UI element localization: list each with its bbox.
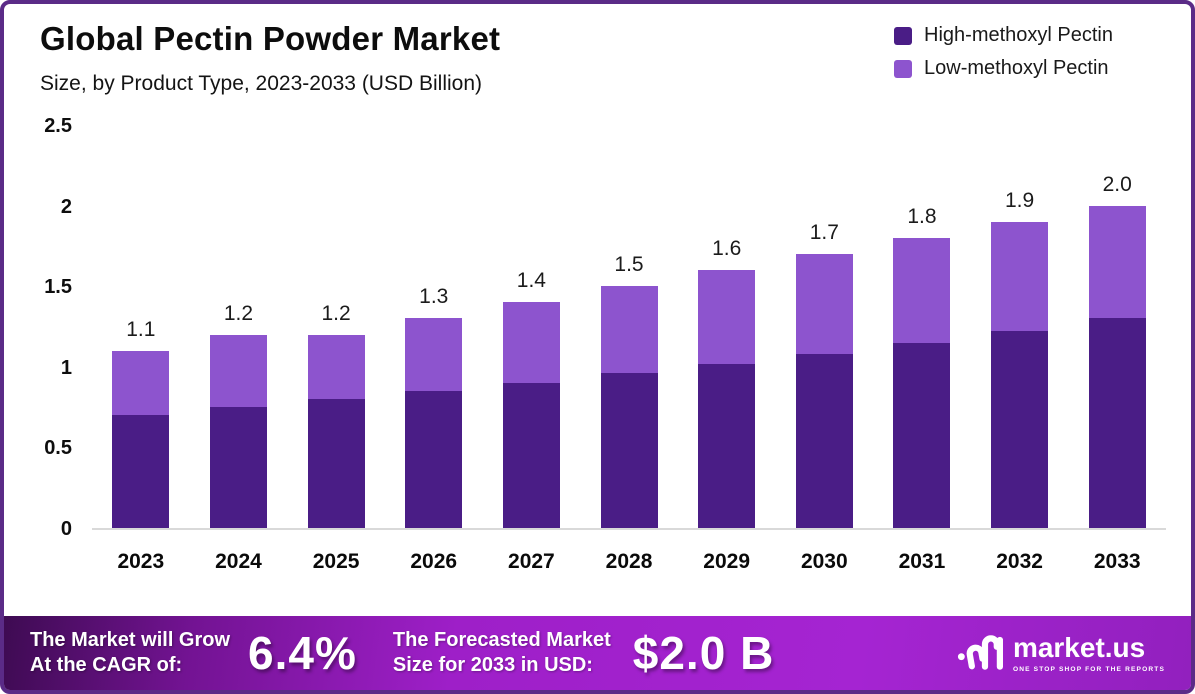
- market-us-logo: market.us ONE STOP SHOP FOR THE REPORTS: [957, 632, 1165, 674]
- forecast-value: $2.0 B: [632, 627, 775, 679]
- brand-text: market.us ONE STOP SHOP FOR THE REPORTS: [1012, 631, 1165, 673]
- bar-segment-low-methoxyl: [307, 334, 365, 400]
- x-tick-label: 2026: [410, 550, 458, 573]
- market-us-logo-icon: [957, 635, 1003, 670]
- bar-segment-high-methoxyl: [307, 399, 365, 528]
- bar-segment-low-methoxyl: [893, 237, 951, 343]
- bar-total-label: 1.2: [223, 301, 254, 325]
- bar-2029: 1.6: [678, 127, 776, 528]
- bar-segment-low-methoxyl: [795, 253, 853, 354]
- x-tick-label: 2032: [996, 550, 1043, 573]
- bar-segment-high-methoxyl: [112, 415, 170, 528]
- bar-segment-low-methoxyl: [1088, 205, 1146, 319]
- bar-total-label: 1.1: [126, 317, 156, 341]
- header: Global Pectin Powder Market Size, by Pro…: [40, 20, 1155, 96]
- x-tick-label: 2028: [605, 550, 653, 573]
- bar-segment-high-methoxyl: [698, 363, 756, 528]
- bar-segment-low-methoxyl: [405, 318, 463, 391]
- bar-segment-high-methoxyl: [209, 407, 267, 528]
- legend-item-high-methoxyl: High-methoxyl Pectin: [894, 24, 1113, 47]
- x-tick-label: 2023: [117, 550, 165, 573]
- y-tick-label: 0.5: [44, 437, 72, 460]
- bar-2032: 1.9: [971, 127, 1069, 528]
- page-subtitle: Size, by Product Type, 2023-2033 (USD Bi…: [40, 72, 483, 95]
- cagr-label: The Market will Grow At the CAGR of:: [30, 629, 231, 676]
- x-tick-label: 2025: [312, 550, 360, 573]
- bar-total-label: 2.0: [1102, 172, 1132, 196]
- bar-segment-low-methoxyl: [112, 350, 170, 416]
- bar-total-label: 1.6: [712, 237, 742, 261]
- bar-total-label: 1.7: [809, 220, 839, 244]
- legend-swatch-low-methoxyl: [894, 59, 913, 78]
- legend-swatch-high-methoxyl: [894, 26, 913, 45]
- bar-2026: 1.3: [385, 127, 483, 528]
- bar-2024: 1.2: [190, 127, 288, 528]
- x-tick-label: 2033: [1093, 550, 1141, 573]
- bar-2033: 2.0: [1068, 127, 1166, 528]
- page-title: Global Pectin Powder Market: [40, 20, 501, 57]
- forecast-label: The Forecasted Market Size for 2033 in U…: [392, 629, 611, 676]
- title-block: Global Pectin Powder Market Size, by Pro…: [40, 20, 500, 96]
- brand-tagline: ONE STOP SHOP FOR THE REPORTS: [1012, 665, 1165, 673]
- footer-banner: The Market will Grow At the CAGR of: 6.4…: [4, 616, 1191, 690]
- bar-segment-low-methoxyl: [600, 286, 658, 374]
- legend-item-low-methoxyl: Low-methoxyl Pectin: [894, 57, 1113, 80]
- bar-segment-low-methoxyl: [698, 270, 756, 364]
- legend-label: High-methoxyl Pectin: [924, 24, 1113, 46]
- bar-segment-high-methoxyl: [1088, 318, 1146, 528]
- bar-2030: 1.7: [775, 127, 873, 528]
- bar-segment-high-methoxyl: [405, 390, 463, 528]
- x-tick-label: 2027: [508, 550, 555, 573]
- x-tick-label: 2024: [215, 550, 262, 573]
- y-tick-label: 1.5: [44, 276, 72, 299]
- y-tick-label: 0: [60, 518, 72, 540]
- bar-segment-high-methoxyl: [600, 373, 658, 528]
- x-tick-label: 2030: [800, 550, 848, 573]
- bar-total-label: 1.5: [614, 253, 644, 277]
- y-tick-label: 2: [60, 195, 72, 218]
- bar-segment-high-methoxyl: [795, 353, 853, 528]
- x-tick-label: 2031: [898, 550, 946, 573]
- bar-total-label: 1.4: [516, 269, 546, 293]
- bar-segment-low-methoxyl: [209, 334, 267, 408]
- y-tick-label: 1: [60, 356, 72, 379]
- bar-2023: 1.1: [92, 127, 190, 528]
- bar-total-label: 1.3: [419, 285, 449, 309]
- plot-area: 1.1 1.2 1.2 1.3 1.4 1.5 1.6 1.7 1.8 1.9 2.0: [92, 127, 1166, 530]
- bar-2027: 1.4: [483, 127, 581, 528]
- x-axis: 2023 2024 2025 2026 2027 2028 2029 2030 2031 2032…: [92, 550, 1166, 574]
- y-tick-label: 2.5: [44, 115, 72, 137]
- stacked-bar-chart: 2.5 2 1.5 1 0.5 0 1.1 1.2 1.2 1.3 1.4 1.5 1.6 1.7 1.8…: [4, 4, 1191, 616]
- x-tick-label: 2029: [703, 550, 751, 573]
- bar-segment-low-methoxyl: [502, 302, 560, 383]
- bar-segment-high-methoxyl: [991, 331, 1049, 528]
- bar-total-label: 1.8: [907, 204, 937, 228]
- bar-segment-low-methoxyl: [991, 221, 1049, 332]
- legend-label: Low-methoxyl Pectin: [924, 57, 1109, 79]
- brand-name: market.us: [1012, 631, 1146, 663]
- bar-2031: 1.8: [873, 127, 971, 528]
- bar-total-label: 1.2: [321, 301, 351, 325]
- bar-total-label: 1.9: [1004, 188, 1035, 212]
- bar-2025: 1.2: [287, 127, 385, 528]
- bar-2028: 1.5: [580, 127, 678, 528]
- bar-segment-high-methoxyl: [893, 342, 951, 528]
- bar-segment-high-methoxyl: [502, 382, 560, 528]
- legend: High-methoxyl Pectin Low-methoxyl Pectin: [894, 24, 1113, 96]
- cagr-value: 6.4%: [248, 627, 357, 679]
